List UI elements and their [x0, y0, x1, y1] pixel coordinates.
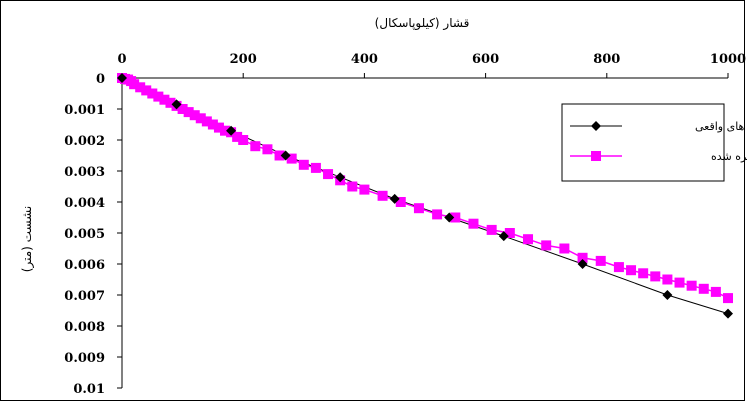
y-tick-label: 0.001 — [64, 103, 105, 118]
legend-marker-calibrated — [591, 151, 601, 161]
calibrated-point — [650, 271, 661, 282]
calibrated-point — [323, 169, 334, 180]
legend-label-actual: داده های واقعی — [695, 120, 747, 133]
axes: 0 200 400 600 800 1000 0 0.001 0.002 0.003 0.004 0.… — [64, 52, 746, 397]
calibrated-point — [395, 197, 406, 207]
x-tick-label: 0 — [117, 52, 126, 67]
calibrated-point — [523, 234, 534, 245]
x-tick-label: 800 — [593, 52, 620, 67]
legend-label-calibrated: داده های کالیبره شده — [711, 150, 747, 163]
calibrated-point — [468, 218, 479, 229]
calibrated-point — [213, 122, 224, 133]
actual-point — [723, 308, 733, 319]
legend-box — [561, 103, 725, 182]
calibrated-point — [413, 203, 424, 214]
calibrated-point — [310, 162, 321, 173]
calibrated-point — [189, 110, 200, 121]
x-tick-label: 200 — [230, 52, 257, 67]
series-layer — [117, 73, 733, 319]
calibrated-point — [626, 265, 637, 276]
calibrated-point — [638, 268, 649, 279]
calibrated-point — [195, 113, 206, 124]
actual-point — [280, 150, 291, 161]
calibrated-point — [141, 85, 152, 96]
calibrated-point — [135, 82, 146, 93]
x-tick-label: 400 — [351, 52, 378, 67]
calibrated-point — [577, 252, 588, 263]
calibrated-point — [165, 97, 176, 108]
calibrated-point — [723, 293, 733, 304]
y-tick-label: 0.004 — [64, 196, 105, 211]
calibrated-point — [486, 224, 497, 235]
calibrated-point — [232, 131, 243, 142]
calibrated-point — [129, 79, 140, 90]
calibrated-point — [201, 116, 212, 127]
calibrated-point — [207, 119, 218, 130]
calibrated-point — [220, 125, 231, 136]
calibrated-point — [613, 262, 624, 273]
y-tick-label: 0.01 — [73, 382, 105, 397]
calibrated-point — [177, 104, 188, 114]
legend-marker-actual — [591, 121, 601, 131]
y-tick-label: 0.002 — [64, 134, 105, 149]
actual-point — [117, 73, 127, 83]
calibrated-point — [262, 144, 273, 155]
y-tick-label: 0.005 — [64, 227, 105, 242]
calibrated-point — [347, 181, 358, 192]
calibrated-point — [359, 184, 370, 195]
y-tick-label: 0.009 — [64, 351, 105, 366]
calibrated-point — [686, 280, 697, 291]
y-axis-title: نشست (متر) — [20, 206, 35, 272]
x-axis-title: قشار (کیلوپاسکال) — [375, 16, 470, 31]
actual-point — [226, 125, 237, 136]
calibrated-point — [662, 274, 673, 285]
calibrated-point — [238, 135, 249, 145]
actual-point — [577, 259, 588, 269]
y-tick-label: 0.006 — [64, 258, 105, 273]
calibrated-point — [541, 240, 552, 251]
calibrated-point — [674, 277, 685, 288]
calibrated-point — [698, 283, 709, 294]
actual-point — [444, 212, 455, 223]
calibrated-point — [432, 209, 443, 220]
calibrated-point — [595, 255, 606, 266]
calibrated-point — [710, 286, 721, 297]
y-tick-label: 0 — [96, 72, 105, 87]
y-tick-label: 0.008 — [64, 320, 105, 335]
calibrated-point — [504, 228, 515, 238]
calibrated-point — [286, 153, 297, 164]
calibrated-point — [450, 212, 461, 223]
actual-point — [662, 290, 673, 300]
y-tick-label: 0.003 — [64, 165, 105, 180]
calibrated-point — [559, 243, 570, 254]
calibrated-point — [183, 107, 194, 118]
actual-point — [335, 172, 346, 183]
actual-point — [498, 231, 509, 242]
x-tick-label: 1000 — [710, 52, 746, 67]
calibrated-point — [153, 91, 164, 102]
calibrated-point — [274, 150, 285, 161]
y-tick-label: 0.007 — [64, 289, 105, 304]
calibrated-point — [377, 190, 388, 201]
actual-point — [171, 99, 182, 110]
calibrated-point — [250, 141, 261, 152]
calibrated-point — [159, 94, 170, 105]
x-tick-label: 600 — [472, 52, 499, 67]
calibrated-point — [147, 88, 158, 99]
actual-point — [389, 193, 400, 204]
legend: داده های واقعی داده های کالیبره شده — [561, 103, 747, 182]
calibrated-point — [298, 159, 309, 170]
